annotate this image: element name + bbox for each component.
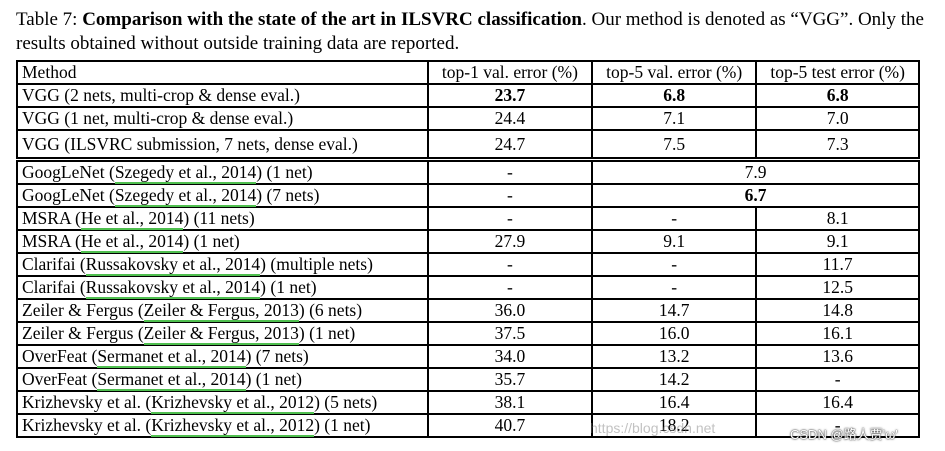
method-cell: VGG (1 net, multi-crop & dense eval.) <box>16 106 429 131</box>
top5-test-cell: 8.1 <box>755 206 920 231</box>
table-row: Clarifai (Russakovsky et al., 2014) (mul… <box>16 252 920 277</box>
top5-val-cell: - <box>591 252 758 277</box>
method-cell: VGG (2 nets, multi-crop & dense eval.) <box>16 83 429 108</box>
top5-val-cell: 14.7 <box>591 298 758 323</box>
top1-cell: 34.0 <box>426 344 594 369</box>
caption-label: Table 7: <box>16 9 83 30</box>
method-cell: MSRA (He et al., 2014) (1 net) <box>16 229 429 254</box>
header-top5-test: top-5 test error (%) <box>755 60 920 85</box>
top5-test-cell: 7.3 <box>755 129 920 161</box>
top5-test-cell: 13.6 <box>755 344 920 369</box>
citation-link[interactable]: Szegedy et al., 2014 <box>114 185 257 207</box>
table-row: GoogLeNet (Szegedy et al., 2014) (1 net)… <box>16 157 920 185</box>
top5-test-cell: - <box>755 413 920 438</box>
citation-link[interactable]: He et al., 2014 <box>80 208 184 230</box>
top1-cell: - <box>426 183 594 208</box>
top1-cell: 36.0 <box>426 298 594 323</box>
watermark-brand: CSDN @路人贾'ω' <box>790 427 898 442</box>
method-cell: Zeiler & Fergus (Zeiler & Fergus, 2013) … <box>16 321 429 346</box>
method-cell: Zeiler & Fergus (Zeiler & Fergus, 2013) … <box>16 298 429 323</box>
method-cell: GoogLeNet (Szegedy et al., 2014) (7 nets… <box>16 183 429 208</box>
top5-test-cell: 14.8 <box>755 298 920 323</box>
method-cell: MSRA (He et al., 2014) (11 nets) <box>16 206 429 231</box>
table-row: OverFeat (Sermanet et al., 2014) (1 net)… <box>16 367 920 392</box>
top5-test-cell: 6.8 <box>755 83 920 108</box>
top5-val-cell: 14.2 <box>591 367 758 392</box>
top5-val-cell: 16.4 <box>591 390 758 415</box>
table-row: GoogLeNet (Szegedy et al., 2014) (7 nets… <box>16 183 920 208</box>
top5-val-cell: 7.1 <box>591 106 758 131</box>
table-row: VGG (2 nets, multi-crop & dense eval.) 2… <box>16 83 920 108</box>
header-top1-val: top-1 val. error (%) <box>426 60 594 85</box>
citation-link[interactable]: Krizhevsky et al., 2012 <box>151 392 315 414</box>
top5-val-cell: 18.2 <box>591 413 758 438</box>
top1-cell: 35.7 <box>426 367 594 392</box>
top5-val-cell: 13.2 <box>591 344 758 369</box>
citation-link[interactable]: Krizhevsky et al., 2012 <box>151 415 315 437</box>
table-row: Krizhevsky et al. (Krizhevsky et al., 20… <box>16 390 920 415</box>
top5-test-cell: 9.1 <box>755 229 920 254</box>
top5-val-cell: 16.0 <box>591 321 758 346</box>
header-method: Method <box>16 60 429 85</box>
table-row: Zeiler & Fergus (Zeiler & Fergus, 2013) … <box>16 298 920 323</box>
top5-val-cell: 9.1 <box>591 229 758 254</box>
caption-title: Comparison with the state of the art in … <box>82 9 582 30</box>
citation-link[interactable]: Zeiler & Fergus, 2013 <box>143 300 299 322</box>
watermark-url: https://blog.csdn.net <box>590 420 716 436</box>
table-row: MSRA (He et al., 2014) (1 net) 27.9 9.1 … <box>16 229 920 254</box>
method-cell: Clarifai (Russakovsky et al., 2014) (1 n… <box>16 275 429 300</box>
caption-text: . Our method is denoted as “VGG”. Only t… <box>16 9 924 54</box>
table-row: MSRA (He et al., 2014) (11 nets) - - 8.1 <box>16 206 920 231</box>
top1-cell: - <box>426 252 594 277</box>
method-cell: GoogLeNet (Szegedy et al., 2014) (1 net) <box>16 157 429 185</box>
top1-cell: - <box>426 206 594 231</box>
method-cell: Krizhevsky et al. (Krizhevsky et al., 20… <box>16 413 429 438</box>
method-cell: Clarifai (Russakovsky et al., 2014) (mul… <box>16 252 429 277</box>
top5-test-cell: - <box>755 367 920 392</box>
top1-cell: 23.7 <box>426 83 594 108</box>
table-row: Clarifai (Russakovsky et al., 2014) (1 n… <box>16 275 920 300</box>
top5-merged-cell: 7.9 <box>591 157 920 185</box>
top5-merged-cell: 6.7 <box>591 183 920 208</box>
citation-link[interactable]: Russakovsky et al., 2014 <box>85 277 261 299</box>
header-row: Method top-1 val. error (%) top-5 val. e… <box>16 60 920 85</box>
top1-cell: - <box>426 157 594 185</box>
top5-test-cell: 16.1 <box>755 321 920 346</box>
table-row: VGG (1 net, multi-crop & dense eval.) 24… <box>16 106 920 131</box>
top1-cell: 27.9 <box>426 229 594 254</box>
top5-val-cell: 6.8 <box>591 83 758 108</box>
citation-link[interactable]: He et al., 2014 <box>80 231 184 253</box>
top5-test-cell: 16.4 <box>755 390 920 415</box>
top5-test-cell: 12.5 <box>755 275 920 300</box>
top1-cell: 24.4 <box>426 106 594 131</box>
top1-cell: 24.7 <box>426 129 594 161</box>
citation-link[interactable]: Zeiler & Fergus, 2013 <box>143 323 299 345</box>
top1-cell: 38.1 <box>426 390 594 415</box>
top5-val-cell: - <box>591 275 758 300</box>
method-cell: Krizhevsky et al. (Krizhevsky et al., 20… <box>16 390 429 415</box>
results-table: Method top-1 val. error (%) top-5 val. e… <box>16 60 920 438</box>
top1-cell: 37.5 <box>426 321 594 346</box>
method-cell: OverFeat (Sermanet et al., 2014) (7 nets… <box>16 344 429 369</box>
top5-test-cell: 11.7 <box>755 252 920 277</box>
citation-link[interactable]: Sermanet et al., 2014 <box>97 369 246 391</box>
citation-link[interactable]: Russakovsky et al., 2014 <box>85 254 261 276</box>
method-cell: VGG (ILSVRC submission, 7 nets, dense ev… <box>16 129 429 161</box>
top1-cell: - <box>426 275 594 300</box>
table-row: OverFeat (Sermanet et al., 2014) (7 nets… <box>16 344 920 369</box>
table-caption: Table 7: Comparison with the state of th… <box>16 8 931 56</box>
top1-cell: 40.7 <box>426 413 594 438</box>
top5-test-cell: 7.0 <box>755 106 920 131</box>
table-row: Zeiler & Fergus (Zeiler & Fergus, 2013) … <box>16 321 920 346</box>
top5-val-cell: 7.5 <box>591 129 758 161</box>
top5-val-cell: - <box>591 206 758 231</box>
header-top5-val: top-5 val. error (%) <box>591 60 758 85</box>
citation-link[interactable]: Szegedy et al., 2014 <box>114 162 257 184</box>
method-cell: OverFeat (Sermanet et al., 2014) (1 net) <box>16 367 429 392</box>
table-row: VGG (ILSVRC submission, 7 nets, dense ev… <box>16 129 920 161</box>
citation-link[interactable]: Sermanet et al., 2014 <box>97 346 246 368</box>
table-row: Krizhevsky et al. (Krizhevsky et al., 20… <box>16 413 920 438</box>
